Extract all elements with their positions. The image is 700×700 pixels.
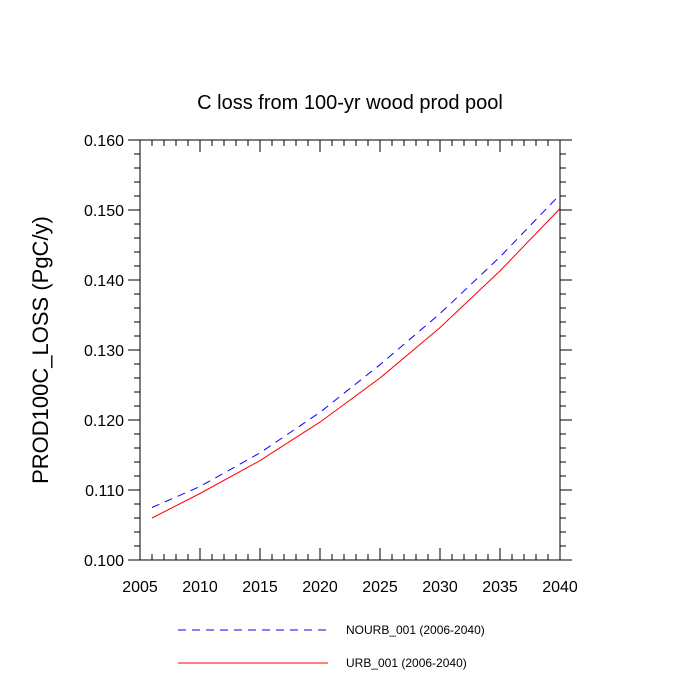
legend-label: NOURB_001 (2006-2040) — [346, 623, 485, 637]
x-tick-label: 2030 — [422, 579, 458, 596]
x-tick-label: 2040 — [542, 579, 578, 596]
y-axis-label: PROD100C_LOSS (PgC/y) — [28, 216, 53, 484]
y-tick-label: 0.100 — [84, 553, 124, 570]
series-line — [151, 194, 561, 508]
y-tick-labels: 0.100 0.110 0.120 0.130 0.140 0.150 0.160 — [84, 133, 124, 570]
plot-series — [151, 194, 561, 519]
x-tick-label: 2010 — [182, 579, 218, 596]
x-tick-label: 2020 — [302, 579, 338, 596]
y-tick-label: 0.120 — [84, 413, 124, 430]
series-line — [151, 208, 561, 519]
y-tick-label: 0.160 — [84, 133, 124, 150]
legend: NOURB_001 (2006-2040) URB_001 (2006-2040) — [178, 623, 485, 670]
chart-title: C loss from 100-yr wood prod pool — [197, 92, 503, 114]
y-tick-label: 0.150 — [84, 203, 124, 220]
x-tick-label: 2005 — [122, 579, 158, 596]
plot-frame — [139, 139, 561, 561]
y-tick-label: 0.130 — [84, 343, 124, 360]
x-tick-label: 2035 — [482, 579, 518, 596]
axis-ticks — [128, 139, 572, 561]
x-tick-labels: 2005 2010 2015 2020 2025 2030 2035 2040 — [122, 579, 578, 596]
y-tick-label: 0.140 — [84, 273, 124, 290]
x-tick-label: 2025 — [362, 579, 398, 596]
x-tick-label: 2015 — [242, 579, 278, 596]
y-tick-label: 0.110 — [85, 483, 124, 500]
legend-label: URB_001 (2006-2040) — [346, 656, 467, 670]
